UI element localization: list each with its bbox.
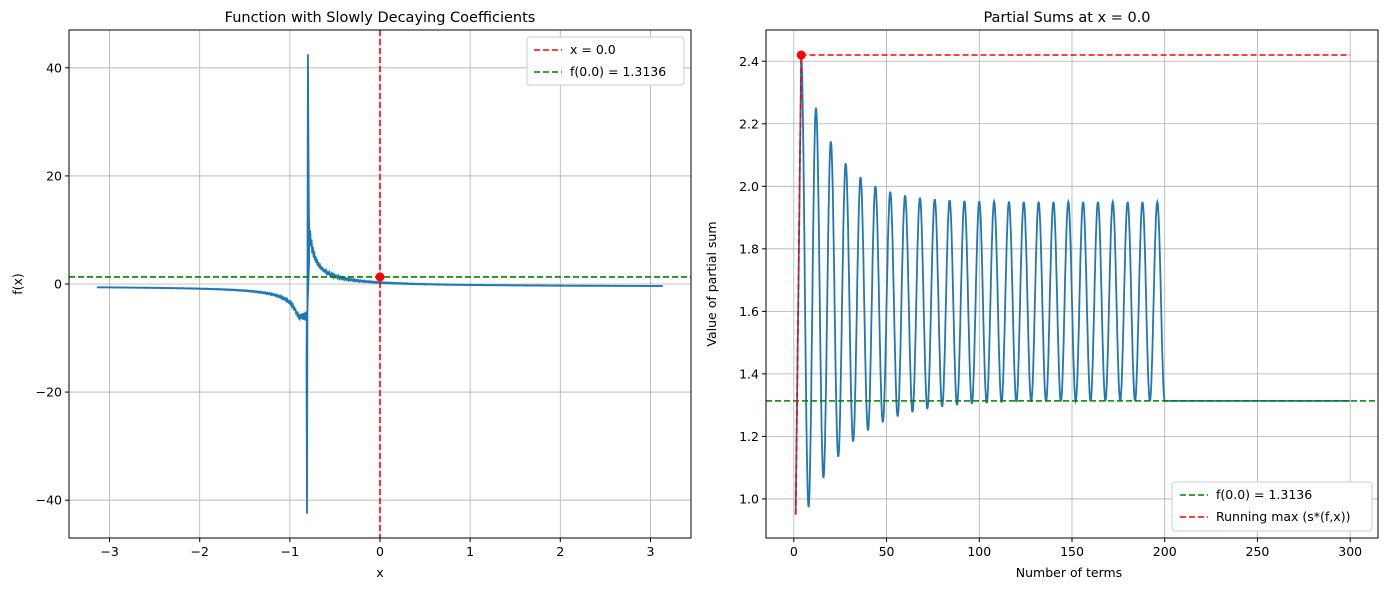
point-marker [375, 272, 385, 282]
left-plot-ticks: −3 −2 −1 0 1 2 3 −40 −20 0 20 40 [36, 60, 655, 559]
left-plot-area [69, 30, 691, 538]
max-marker [796, 50, 806, 60]
x-tick-label: −2 [190, 544, 208, 559]
y-tick-label: 40 [46, 60, 62, 75]
right-plot-xlabel: Number of terms [1016, 565, 1122, 580]
y-tick-label: 1.0 [739, 491, 759, 506]
x-tick-label: 150 [1060, 544, 1084, 559]
x-tick-label: 300 [1338, 544, 1362, 559]
right-plot-grid [766, 30, 1378, 538]
legend-box [1171, 481, 1373, 532]
y-tick-label: 2.4 [739, 54, 759, 69]
legend-label: Running max (s*(f,x)) [1216, 509, 1350, 524]
y-tick-label: 1.4 [739, 366, 759, 381]
partial-sums-curve [794, 54, 1351, 515]
y-tick-label: −20 [36, 385, 62, 400]
right-plot: Partial Sums at x = 0.0 0 50 100 150 200 250 3… [704, 10, 1379, 580]
y-tick-label: 2.0 [739, 179, 759, 194]
left-plot-clipped [69, 30, 691, 538]
y-tick-label: 20 [46, 168, 62, 183]
function-curve [96, 54, 663, 514]
legend-label: f(0.0) = 1.3136 [1216, 487, 1312, 502]
x-tick-label: 200 [1153, 544, 1177, 559]
left-plot-title: Function with Slowly Decaying Coefficien… [225, 10, 536, 26]
x-tick-label: 0 [790, 544, 798, 559]
y-tick-label: 1.6 [739, 304, 759, 319]
y-tick-label: 0 [54, 277, 62, 292]
x-tick-label: 3 [646, 544, 654, 559]
y-tick-label: 1.2 [739, 429, 759, 444]
x-tick-label: 0 [376, 544, 384, 559]
x-tick-label: 1 [466, 544, 474, 559]
x-tick-label: 50 [879, 544, 895, 559]
right-plot-clipped [766, 50, 1378, 515]
right-plot-area [766, 50, 1378, 515]
legend-label: x = 0.0 [570, 42, 616, 57]
y-tick-label: 2.2 [739, 116, 759, 131]
right-plot-ticks: 0 50 100 150 200 250 300 1.0 1.2 1.4 1.6 1.8 2.0 2.2 2… [739, 54, 1362, 559]
left-plot: Function with Slowly Decaying Coefficien… [10, 10, 692, 580]
x-tick-label: 2 [556, 544, 564, 559]
right-plot-ylabel: Value of partial sum [704, 221, 719, 346]
y-tick-label: 1.8 [739, 241, 759, 256]
left-plot-legend: x = 0.0 f(0.0) = 1.3136 [526, 36, 685, 86]
x-tick-label: −3 [100, 544, 118, 559]
legend-box [526, 36, 685, 86]
x-tick-label: −1 [281, 544, 299, 559]
left-plot-ylabel: f(x) [10, 273, 25, 295]
legend-label: f(0.0) = 1.3136 [570, 64, 666, 79]
right-plot-legend: f(0.0) = 1.3136 Running max (s*(f,x)) [1171, 481, 1373, 532]
x-tick-label: 100 [967, 544, 991, 559]
left-plot-xlabel: x [376, 565, 383, 580]
x-tick-label: 250 [1246, 544, 1270, 559]
right-plot-title: Partial Sums at x = 0.0 [983, 10, 1150, 26]
y-tick-label: −40 [36, 493, 62, 508]
